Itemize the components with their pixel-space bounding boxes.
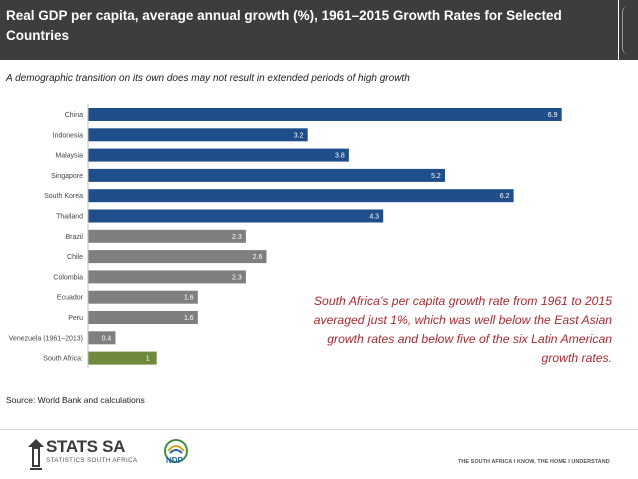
category-label-malaysia: Malaysia xyxy=(55,153,83,160)
data-label-indonesia: 3.2 xyxy=(294,132,304,139)
source-note: Source: World Bank and calculations xyxy=(6,395,145,405)
category-label-brazil: Brazil xyxy=(65,234,83,241)
category-label-singapore: Singapore xyxy=(51,173,83,180)
category-label-colombia: Colombia xyxy=(53,274,83,281)
bar-singapore xyxy=(88,168,445,182)
slide-side-tab xyxy=(619,0,638,60)
bar-china xyxy=(88,108,562,121)
stats-sa-emblem-icon xyxy=(28,439,44,470)
bar-south-korea xyxy=(88,189,514,203)
bar-indonesia xyxy=(88,128,308,142)
data-label-chile: 2.6 xyxy=(253,254,263,261)
data-label-malaysia: 3.8 xyxy=(335,153,345,160)
data-label-thailand: 4.3 xyxy=(369,214,379,221)
category-label-south-korea: South Korea xyxy=(44,193,83,200)
bar-brazil xyxy=(88,229,246,243)
bar-chart: China 6.9 Indonesia 3.2 Malaysia 3.8 Singapore… xyxy=(9,104,562,368)
data-label-south-korea: 6.2 xyxy=(500,193,510,200)
bar-ecuador xyxy=(88,290,198,304)
bar-south-africa xyxy=(88,351,157,365)
stats-sa-logo-subtitle: STATISTICS SOUTH AFRICA xyxy=(46,457,138,464)
bar-colombia xyxy=(88,270,246,284)
bar-venezuela-1961-2013 xyxy=(88,331,116,345)
page-title: Real GDP per capita, average annual grow… xyxy=(6,8,562,43)
data-label-peru: 1.6 xyxy=(184,315,194,322)
data-label-ecuador: 1.6 xyxy=(184,295,194,302)
bar-chile xyxy=(88,250,267,264)
stats-sa-logo-text: STATS SA xyxy=(46,437,126,456)
category-label-thailand: Thailand xyxy=(56,214,83,221)
footer-divider xyxy=(0,429,638,430)
category-label-peru: Peru xyxy=(68,315,83,322)
category-label-south-africa: South Africa: xyxy=(43,356,83,363)
data-label-brazil: 2.3 xyxy=(232,234,242,241)
side-tab-edge xyxy=(622,6,636,54)
category-label-chile: Chile xyxy=(67,254,83,261)
bar-thailand xyxy=(88,209,384,223)
footer-tagline: THE SOUTH AFRICA I KNOW, THE HOME I UNDE… xyxy=(458,459,610,465)
ndp-logo-text: NDP xyxy=(166,456,183,465)
category-label-china: China xyxy=(65,112,83,119)
ndp-emblem-icon xyxy=(164,439,188,463)
category-label-indonesia: Indonesia xyxy=(53,132,83,139)
data-label-singapore: 5.2 xyxy=(431,173,441,180)
category-label-ecuador: Ecuador xyxy=(57,295,84,302)
data-label-colombia: 2.3 xyxy=(232,274,242,281)
bar-malaysia xyxy=(88,148,349,162)
title-bar: Real GDP per capita, average annual grow… xyxy=(0,0,618,60)
category-label-venezuela-1961-2013: Venezuela (1961–2013) xyxy=(9,335,83,342)
data-label-south-africa: 1 xyxy=(146,356,150,363)
data-label-venezuela-1961-2013: 0.4 xyxy=(102,335,112,342)
chart-subtitle: A demographic transition on its own does… xyxy=(6,73,410,84)
bar-peru xyxy=(88,311,198,324)
callout-text: South Africa’s per capita growth rate fr… xyxy=(313,294,612,365)
data-label-china: 6.9 xyxy=(548,112,558,119)
